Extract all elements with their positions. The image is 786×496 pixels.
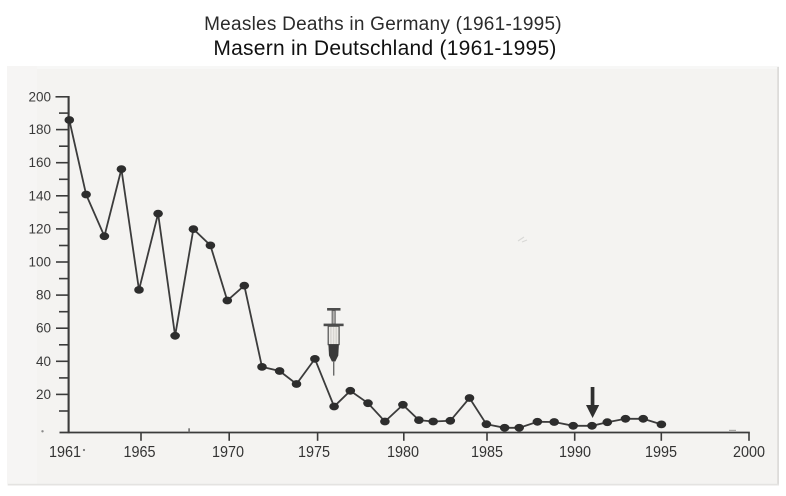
svg-text:120: 120 — [28, 221, 51, 236]
svg-text:180: 180 — [28, 122, 51, 137]
svg-text:100: 100 — [28, 255, 51, 270]
svg-text:80: 80 — [36, 288, 51, 303]
svg-text:40: 40 — [36, 354, 51, 369]
svg-text:140: 140 — [28, 188, 51, 203]
svg-text:1985: 1985 — [471, 443, 503, 461]
svg-text:1961: 1961 — [49, 443, 81, 461]
svg-text:60: 60 — [36, 321, 51, 336]
svg-text:2000: 2000 — [733, 443, 765, 461]
svg-text:1995: 1995 — [645, 443, 677, 461]
svg-text:1965: 1965 — [123, 443, 155, 461]
svg-text:1980: 1980 — [387, 443, 419, 461]
svg-text:20: 20 — [36, 387, 51, 402]
svg-text:200: 200 — [28, 89, 51, 104]
svg-text:1990: 1990 — [559, 443, 591, 461]
svg-text:1975: 1975 — [298, 443, 330, 461]
svg-text:1970: 1970 — [212, 443, 244, 461]
svg-text:160: 160 — [28, 155, 51, 170]
